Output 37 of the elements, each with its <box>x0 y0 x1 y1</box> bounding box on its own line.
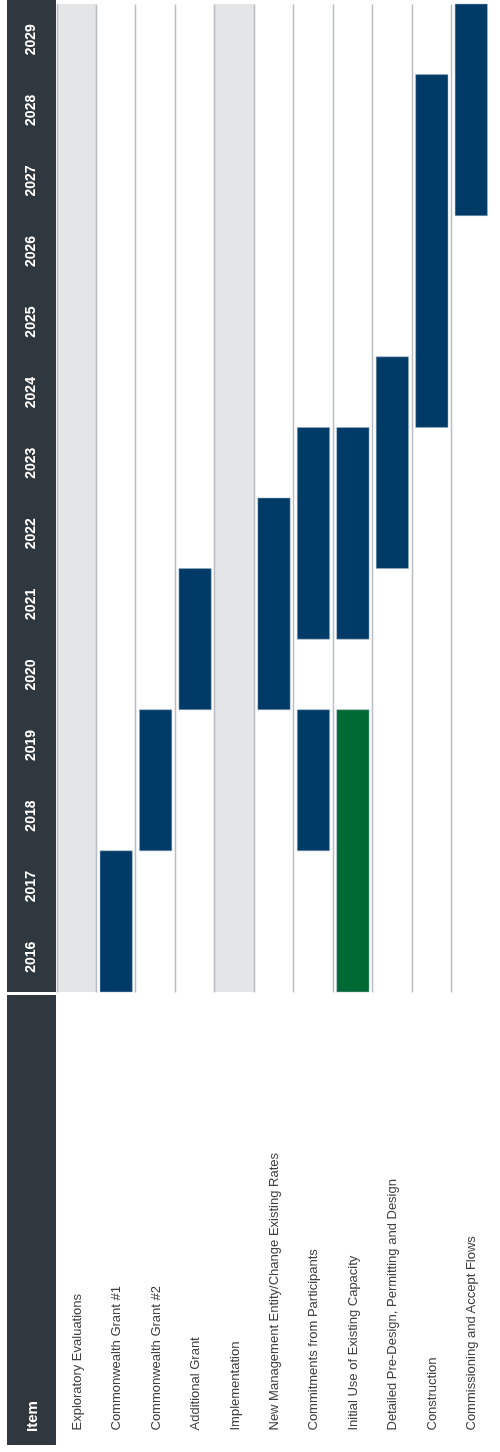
text: Item <box>23 1401 40 1432</box>
bar <box>454 3 488 216</box>
y-tick-label: 2024 <box>21 376 38 409</box>
bar <box>257 497 291 710</box>
bar <box>297 427 330 640</box>
y-tick-label: 2016 <box>21 941 38 973</box>
x-tick-label: Implementation <box>226 1341 242 1431</box>
y-tick-label: 2025 <box>21 306 38 338</box>
bar <box>99 850 133 993</box>
y-tick-label: 2029 <box>21 24 38 56</box>
x-tick-label: Initial Use of Existing Capacity <box>344 1255 360 1431</box>
x-tick-label: Commonwealth Grant #1 <box>108 1285 124 1431</box>
y-tick-label: 2019 <box>21 729 38 762</box>
bar <box>178 568 212 710</box>
y-tick-label: 2026 <box>21 235 38 268</box>
x-tick-label: Commonwealth Grant #2 <box>147 1285 163 1431</box>
x-tick-label: Commitments from Participants <box>305 1248 321 1431</box>
y-tick-label: 2022 <box>21 518 38 550</box>
bar <box>336 427 370 640</box>
y-tick-label: 2028 <box>21 94 38 126</box>
x-tick-label: Commissioning and Accept Flows <box>463 1235 479 1431</box>
x-tick-label: Additional Grant <box>187 1336 203 1431</box>
bar <box>415 74 449 428</box>
y-tick-label: 2017 <box>21 870 38 903</box>
x-tick-label: Detailed Pre-Design, Permitting and Design <box>384 1179 400 1431</box>
y-tick-label: 2023 <box>21 447 38 479</box>
y-tick-label: 2027 <box>21 165 38 197</box>
y-tick-label: 2018 <box>21 800 38 832</box>
y-tick-label: 2020 <box>21 659 38 691</box>
bar <box>139 709 173 852</box>
bar <box>297 709 330 852</box>
x-tick-label: Exploratory Evaluations <box>68 1293 84 1431</box>
y-tick-label: 2021 <box>21 588 38 620</box>
x-tick-label: New Management Entity/Change Existing Rates <box>266 1152 281 1431</box>
x-tick-label: Construction <box>423 1357 439 1431</box>
bar <box>336 709 370 993</box>
bar <box>375 356 409 569</box>
